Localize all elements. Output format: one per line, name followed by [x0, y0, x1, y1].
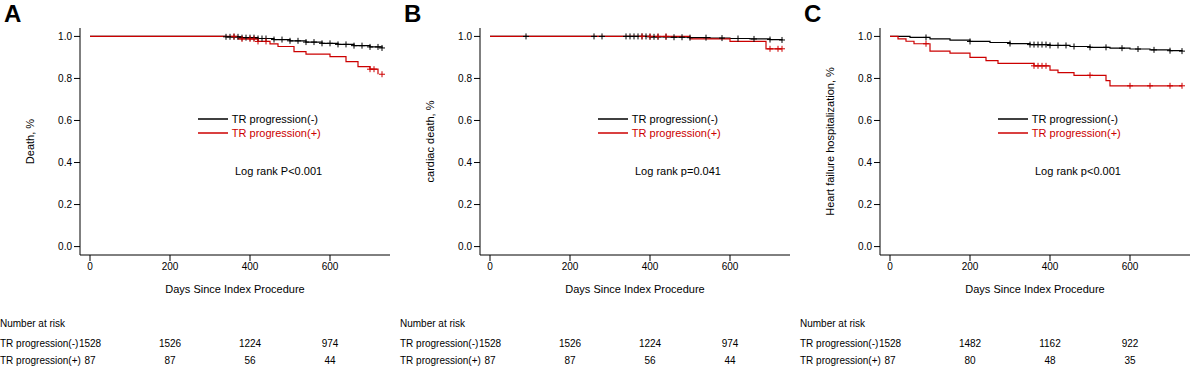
html-text:TR progression(+): TR progression(+)	[1031, 127, 1121, 139]
html-text:Log rank p=0.041: Log rank p=0.041	[635, 165, 721, 177]
html-text:TR progression(+): TR progression(+)	[631, 127, 721, 139]
svg-text:Days Since Index Procedure: Days Since Index Procedure	[165, 283, 304, 295]
html-text:80: 80	[964, 355, 976, 366]
html-text:TR progression(-) 1528: TR progression(-) 1528	[800, 338, 902, 349]
html-text:Log rank p<0.001: Log rank p<0.001	[1035, 165, 1121, 177]
svg-text:0: 0	[487, 261, 493, 272]
html-text:56: 56	[644, 355, 656, 366]
svg-text:0.0: 0.0	[58, 241, 72, 252]
html-text:TR progression(-) 1528: TR progression(-) 1528	[0, 338, 102, 349]
svg-text:1.0: 1.0	[858, 31, 872, 42]
svg-text:200: 200	[562, 261, 579, 272]
svg-text:0: 0	[887, 261, 893, 272]
html-text:87: 87	[164, 355, 176, 366]
svg-text:0.0: 0.0	[858, 241, 872, 252]
html-text:1526: 1526	[158, 338, 182, 349]
svg-text:600: 600	[322, 261, 339, 272]
html-text:TR progression(-): TR progression(-)	[231, 113, 318, 125]
svg-text:0.2: 0.2	[858, 199, 872, 210]
svg-text:0.6: 0.6	[458, 115, 472, 126]
html-text:922: 922	[1121, 338, 1139, 349]
svg-text:Days Since Index Procedure: Days Since Index Procedure	[965, 283, 1104, 295]
html-text:TR progression(-): TR progression(-)	[1031, 113, 1118, 125]
html-text:C: C	[804, 0, 822, 27]
html-text:1162: 1162	[1039, 338, 1061, 349]
html-text:TR progression(+) 87: TR progression(+) 87	[400, 355, 496, 366]
svg-text:0.2: 0.2	[458, 199, 472, 210]
html-text:Number at risk: Number at risk	[400, 318, 465, 329]
svg-text:0.6: 0.6	[858, 115, 872, 126]
svg-text:0.0: 0.0	[458, 241, 472, 252]
html-text:TR progression(-) 1528: TR progression(-) 1528	[400, 338, 502, 349]
svg-text:0.4: 0.4	[58, 157, 72, 168]
svg-text:400: 400	[1042, 261, 1059, 272]
svg-text:0.8: 0.8	[458, 73, 472, 84]
svg-text:0.8: 0.8	[58, 73, 72, 84]
html-text:TR progression(+) 87: TR progression(+) 87	[800, 355, 896, 366]
svg-text:200: 200	[962, 261, 979, 272]
html-text:1526: 1526	[558, 338, 582, 349]
html-text:1482: 1482	[958, 338, 982, 349]
svg-text:cardiac death, %: cardiac death, %	[424, 100, 436, 182]
svg-text:0.2: 0.2	[58, 199, 72, 210]
html-text:87: 87	[564, 355, 576, 366]
html-text:44: 44	[324, 355, 336, 366]
html-text:1224: 1224	[238, 338, 262, 349]
svg-text:400: 400	[642, 261, 659, 272]
svg-text:0.4: 0.4	[458, 157, 472, 168]
html-text:974: 974	[721, 338, 739, 349]
html-text:TR progression(+): TR progression(+)	[231, 127, 321, 139]
html-text:B: B	[404, 0, 422, 27]
svg-text:0: 0	[87, 261, 93, 272]
html-text:Number at risk: Number at risk	[0, 318, 65, 329]
html-text:44: 44	[724, 355, 736, 366]
svg-text:Death, %: Death, %	[24, 119, 36, 164]
svg-text:400: 400	[242, 261, 259, 272]
svg-text:0.6: 0.6	[58, 115, 72, 126]
html-text:Log rank P<0.001: Log rank P<0.001	[235, 165, 323, 177]
svg-text:Heart failure hospitalization,: Heart failure hospitalization, %	[824, 67, 836, 216]
html-text:A: A	[4, 0, 22, 27]
svg-text:200: 200	[162, 261, 179, 272]
svg-text:600: 600	[722, 261, 739, 272]
html-text:56: 56	[244, 355, 256, 366]
svg-text:600: 600	[1122, 261, 1139, 272]
html-text:1224: 1224	[638, 338, 662, 349]
html-text:974: 974	[321, 338, 339, 349]
svg-text:0.4: 0.4	[858, 157, 872, 168]
svg-text:1.0: 1.0	[58, 31, 72, 42]
html-text:Number at risk: Number at risk	[800, 318, 865, 329]
svg-text:1.0: 1.0	[458, 31, 472, 42]
svg-text:Days Since Index Procedure: Days Since Index Procedure	[565, 283, 704, 295]
html-text:TR progression(+) 87: TR progression(+) 87	[0, 355, 96, 366]
html-text:TR progression(-): TR progression(-)	[631, 113, 718, 125]
html-text:35: 35	[1124, 355, 1136, 366]
svg-text:0.8: 0.8	[858, 73, 872, 84]
html-text:48: 48	[1044, 355, 1056, 366]
